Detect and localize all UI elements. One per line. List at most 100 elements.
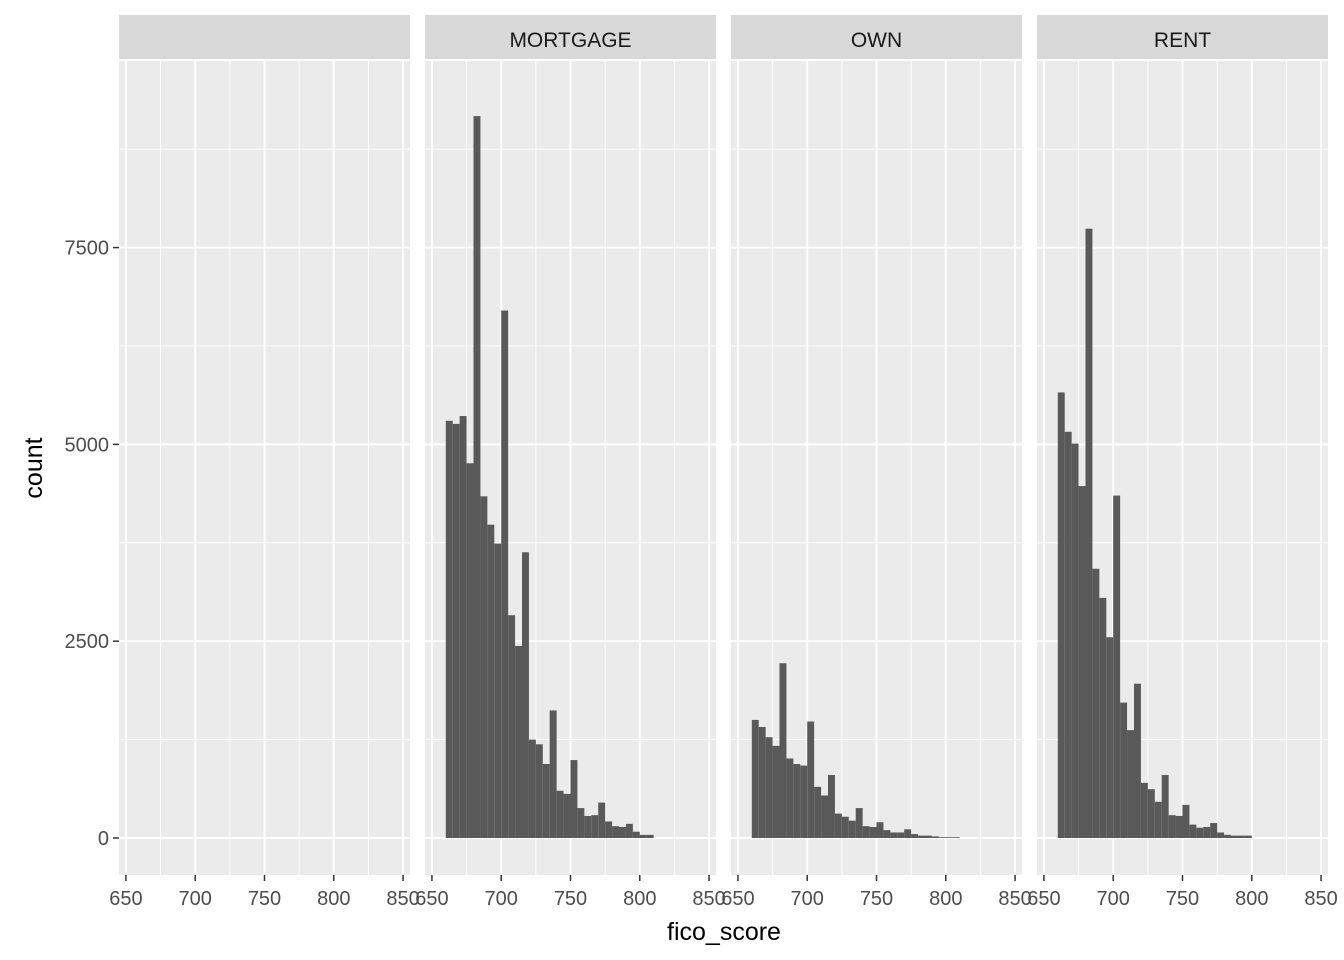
facet-strip-label: MORTGAGE bbox=[509, 29, 631, 52]
facet-panel: RENT 650 700 750 800 850 bbox=[1027, 15, 1338, 910]
histogram-bar bbox=[848, 820, 856, 838]
histogram-bar bbox=[911, 834, 919, 838]
histogram-bar bbox=[918, 835, 925, 838]
y-tick-label: 2500 bbox=[65, 631, 110, 653]
histogram-bar bbox=[772, 745, 780, 838]
histogram-bar bbox=[1078, 486, 1086, 838]
histogram-bar bbox=[945, 837, 953, 838]
y-tick-label: 7500 bbox=[65, 238, 110, 260]
histogram-bar bbox=[528, 739, 536, 838]
histogram-bar bbox=[1071, 443, 1079, 838]
histogram-bar bbox=[862, 826, 870, 838]
histogram-bar bbox=[779, 663, 787, 838]
x-tick-label: 850 bbox=[998, 888, 1031, 910]
histogram-bar bbox=[542, 764, 550, 838]
histogram-bar bbox=[1168, 815, 1176, 838]
histogram-bar bbox=[452, 423, 460, 838]
histogram-bar bbox=[466, 463, 474, 838]
histogram-bar bbox=[480, 496, 488, 838]
histogram-bar bbox=[765, 737, 773, 838]
histogram-bar bbox=[1134, 683, 1141, 838]
histogram-bar bbox=[1196, 827, 1204, 838]
x-tick-label: 800 bbox=[623, 888, 656, 910]
histogram-bar bbox=[1127, 730, 1134, 838]
histogram-bar bbox=[625, 823, 633, 838]
facet-strip-label: OWN bbox=[851, 29, 902, 52]
facet-panel: OWN 650 700 750 800 850 bbox=[721, 15, 1032, 910]
histogram-bar bbox=[459, 416, 467, 838]
histogram-bar bbox=[938, 837, 946, 838]
x-tick-label: 650 bbox=[415, 888, 448, 910]
histogram-bar bbox=[897, 832, 905, 838]
histogram-bar bbox=[1161, 775, 1169, 838]
histogram-bar bbox=[535, 744, 543, 838]
facet-panels: 650 700 750 800 850 MORTGAGE 650 700 750 800 850 OW… bbox=[109, 15, 1338, 910]
histogram-bar bbox=[758, 727, 766, 838]
x-tick-label: 800 bbox=[1235, 888, 1268, 910]
histogram-bar bbox=[1064, 431, 1072, 838]
facet-strip bbox=[425, 15, 716, 59]
histogram-bar bbox=[890, 832, 898, 838]
histogram-bar bbox=[473, 116, 481, 838]
y-tick-label: 0 bbox=[98, 828, 109, 850]
x-tick-label: 750 bbox=[860, 888, 893, 910]
histogram-bar bbox=[556, 790, 564, 838]
histogram-bar bbox=[1092, 568, 1100, 838]
histogram-bar bbox=[1175, 815, 1183, 838]
x-tick-label: 800 bbox=[929, 888, 962, 910]
histogram-bar bbox=[1106, 637, 1114, 838]
histogram-bar bbox=[814, 786, 822, 838]
facet-strip bbox=[119, 15, 410, 59]
x-tick-label: 700 bbox=[1097, 888, 1130, 910]
histogram-bar bbox=[883, 830, 891, 838]
histogram-bar bbox=[605, 821, 613, 838]
histogram-bar bbox=[925, 835, 932, 838]
histogram-bar bbox=[639, 834, 647, 838]
x-tick-label: 650 bbox=[109, 888, 142, 910]
histogram-bar bbox=[1244, 835, 1252, 838]
histogram-bar bbox=[800, 765, 808, 838]
histogram-bar bbox=[1085, 228, 1093, 838]
histogram-bar bbox=[591, 815, 599, 838]
histogram-bar bbox=[515, 645, 522, 838]
histogram-bar bbox=[931, 836, 939, 838]
histogram-bar bbox=[445, 420, 453, 838]
histogram-bar bbox=[1120, 702, 1128, 838]
y-axis: 0 2500 5000 7500 bbox=[65, 238, 119, 850]
histogram-bar bbox=[619, 826, 626, 838]
x-tick-label: 850 bbox=[1304, 888, 1337, 910]
x-tick-label: 700 bbox=[179, 888, 212, 910]
histogram-bar bbox=[577, 808, 585, 838]
histogram-bar bbox=[1189, 824, 1197, 838]
histogram-bar bbox=[563, 793, 571, 838]
histogram-bar bbox=[1182, 804, 1190, 838]
histogram-bar bbox=[494, 543, 502, 838]
x-tick-label: 850 bbox=[386, 888, 419, 910]
histogram-bar bbox=[584, 815, 592, 838]
x-tick-label: 750 bbox=[1166, 888, 1199, 910]
histogram-bar bbox=[1057, 392, 1065, 838]
histogram-bar bbox=[821, 795, 828, 838]
histogram-bar bbox=[612, 826, 619, 838]
x-tick-label: 850 bbox=[692, 888, 725, 910]
histogram-bar bbox=[1217, 832, 1225, 838]
histogram-bar bbox=[1231, 835, 1238, 838]
histogram-bar bbox=[1099, 597, 1107, 838]
facet-strip-label: RENT bbox=[1154, 29, 1211, 52]
x-tick-label: 700 bbox=[485, 888, 518, 910]
histogram-bar bbox=[1203, 826, 1211, 838]
histogram-bar bbox=[598, 802, 606, 838]
histogram-bar bbox=[793, 764, 801, 838]
histogram-bar bbox=[1237, 835, 1245, 838]
histogram-bar bbox=[487, 524, 495, 838]
histogram-bar bbox=[632, 831, 640, 838]
y-tick-label: 5000 bbox=[65, 434, 110, 456]
histogram-bar bbox=[1224, 834, 1231, 838]
histogram-bar bbox=[522, 552, 529, 838]
facet-panel: MORTGAGE 650 700 750 800 850 bbox=[415, 15, 726, 910]
histogram-bar bbox=[869, 826, 877, 838]
histogram-bar bbox=[570, 760, 578, 838]
histogram-bar bbox=[1113, 495, 1121, 838]
histogram-bar bbox=[751, 719, 759, 838]
